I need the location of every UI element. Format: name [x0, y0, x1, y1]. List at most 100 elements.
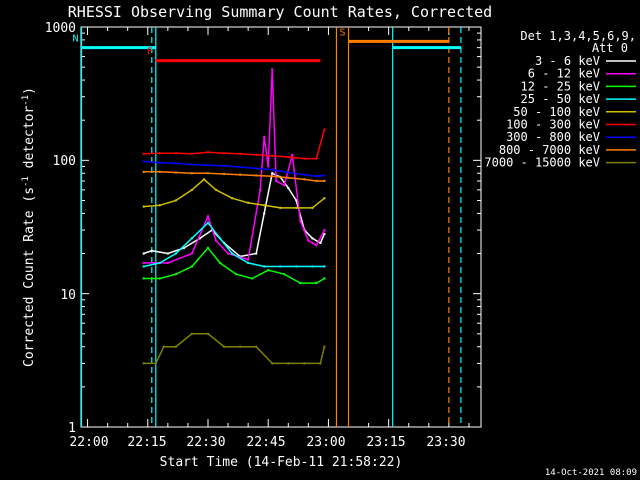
data-point	[206, 151, 210, 154]
data-point	[319, 362, 322, 365]
data-point	[254, 174, 258, 177]
y-axis: 1000 100 10 1 Corrected Count Rate (s-1 …	[21, 21, 76, 436]
data-point	[238, 345, 242, 348]
data-point	[142, 160, 145, 163]
legend-label: 25 - 50 keV	[521, 92, 600, 106]
data-point	[271, 154, 274, 158]
legend-label: 7000 - 15000 keV	[484, 156, 600, 170]
data-point	[315, 175, 318, 178]
data-point	[142, 252, 145, 255]
data-point	[263, 212, 266, 215]
data-point	[263, 135, 266, 139]
data-point	[323, 345, 326, 348]
data-point	[271, 172, 274, 175]
data-point	[174, 252, 178, 255]
data-point	[174, 162, 178, 165]
data-point	[275, 179, 278, 183]
data-point	[250, 277, 254, 280]
x-axis-label: Start Time (14-Feb-11 21:58:22)	[160, 455, 403, 470]
data-point	[206, 215, 210, 218]
data-point	[287, 171, 290, 174]
data-point	[246, 201, 250, 205]
data-point	[158, 204, 162, 207]
data-point	[271, 175, 274, 178]
data-point	[323, 232, 326, 236]
data-point	[246, 258, 250, 261]
data-point	[254, 153, 258, 157]
data-point	[295, 265, 298, 268]
data-point	[246, 261, 250, 265]
data-point	[166, 252, 170, 255]
data-point	[323, 196, 326, 200]
data-point	[311, 265, 314, 268]
y-tick-label: 10	[60, 288, 76, 303]
y-tick-label: 100	[53, 154, 76, 169]
x-tick-label: 22:15	[127, 435, 166, 450]
series-line	[143, 129, 326, 160]
plot-area: N F S	[73, 26, 482, 428]
data-point	[190, 188, 194, 192]
data-point	[218, 261, 222, 265]
data-point	[142, 205, 145, 208]
data-point	[174, 272, 178, 276]
data-point	[307, 239, 310, 242]
series-line	[143, 172, 326, 258]
y-tick-label: 1	[68, 421, 76, 436]
data-point	[190, 152, 194, 155]
x-tick-label: 23:00	[306, 435, 345, 450]
data-point	[311, 237, 314, 240]
data-point	[323, 277, 326, 280]
x-tick-label: 22:00	[69, 435, 108, 450]
x-tick-label: 23:15	[366, 435, 405, 450]
data-point	[287, 186, 290, 190]
data-point	[174, 152, 178, 155]
data-point	[323, 174, 326, 177]
data-point	[234, 272, 238, 276]
data-point	[311, 206, 314, 210]
data-point	[206, 172, 210, 175]
data-point	[190, 163, 194, 166]
data-point	[190, 237, 194, 240]
data-point	[230, 196, 234, 200]
data-point	[174, 199, 178, 202]
y-axis-label: Corrected Count Rate (s-1 detector-1)	[21, 87, 37, 367]
data-point	[303, 157, 306, 160]
data-point	[271, 362, 274, 365]
interval-flag: N	[73, 34, 79, 45]
data-point	[190, 332, 194, 336]
data-point	[238, 165, 242, 169]
x-tick-label: 22:45	[246, 435, 285, 450]
data-point	[158, 261, 162, 265]
data-point	[190, 172, 194, 175]
data-point	[142, 152, 145, 155]
chart-title: RHESSI Observing Summary Count Rates, Co…	[68, 3, 492, 21]
data-point	[267, 165, 270, 168]
data-point	[291, 153, 294, 157]
data-point	[222, 164, 226, 167]
data-point	[283, 184, 286, 187]
data-point	[150, 249, 153, 252]
y-tick-label: 1000	[45, 21, 76, 36]
data-point	[295, 206, 298, 210]
data-point	[206, 163, 210, 167]
data-point	[287, 155, 290, 159]
x-axis: 22:00 22:15 22:30 22:45 23:00 23:15 23:3…	[69, 435, 465, 470]
legend-label: 100 - 300 keV	[506, 118, 600, 132]
data-point	[158, 277, 162, 280]
data-point	[287, 362, 290, 365]
data-point	[263, 265, 266, 268]
data-point	[214, 188, 218, 192]
series-line	[143, 333, 326, 365]
data-point	[206, 221, 210, 225]
data-point	[315, 157, 318, 160]
series-line	[143, 69, 326, 264]
data-point	[162, 345, 166, 348]
data-point	[202, 178, 206, 181]
data-point	[214, 239, 218, 242]
data-point	[190, 252, 194, 255]
legend-label: 300 - 800 keV	[506, 130, 600, 144]
data-point	[238, 173, 242, 176]
data-point	[263, 204, 266, 207]
